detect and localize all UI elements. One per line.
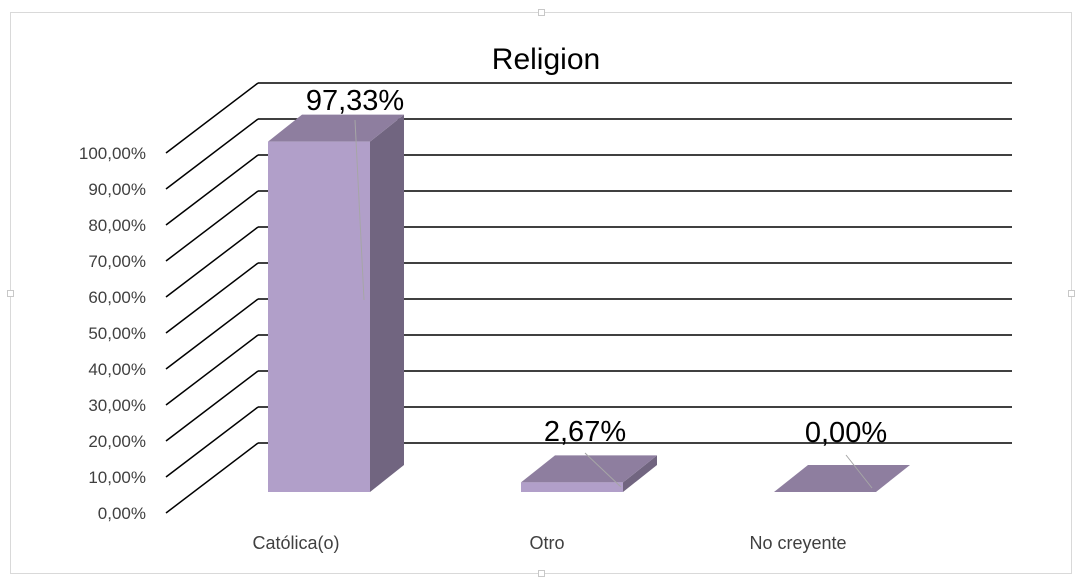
gridline-diagonal <box>166 299 258 369</box>
data-label: 0,00% <box>805 417 887 449</box>
gridline-diagonal <box>166 227 258 297</box>
bar-2 <box>521 455 657 492</box>
gridline-diagonal <box>166 155 258 225</box>
y-tick-label: 70,00% <box>88 252 146 271</box>
chart-title: Religion <box>492 43 600 76</box>
y-tick-label: 0,00% <box>98 504 146 523</box>
y-tick-label: 60,00% <box>88 288 146 307</box>
y-tick-label: 10,00% <box>88 468 146 487</box>
y-tick-label: 90,00% <box>88 180 146 199</box>
bar-1 <box>268 115 404 492</box>
x-tick-label: Otro <box>529 533 564 553</box>
y-tick-label: 80,00% <box>88 216 146 235</box>
x-axis-ticks: Católica(o) Otro No creyente <box>252 533 846 553</box>
bar-top <box>774 465 910 492</box>
y-tick-label: 40,00% <box>88 360 146 379</box>
x-tick-label: No creyente <box>749 533 846 553</box>
bar-front <box>268 142 370 492</box>
y-tick-label: 100,00% <box>79 144 146 163</box>
gridline-diagonal <box>166 263 258 333</box>
y-axis-ticks: 0,00% 10,00% 20,00% 30,00% 40,00% 50,00% 60,00… <box>79 144 146 523</box>
y-tick-label: 30,00% <box>88 396 146 415</box>
data-label: 97,33% <box>306 85 404 117</box>
gridline-diagonal <box>166 83 258 153</box>
y-tick-label: 50,00% <box>88 324 146 343</box>
data-label: 2,67% <box>544 416 626 448</box>
gridline-diagonal <box>166 119 258 189</box>
gridline-diagonal <box>166 335 258 405</box>
gridline-diagonal <box>166 443 258 513</box>
bar-side <box>370 115 404 492</box>
gridline-diagonal <box>166 407 258 477</box>
gridline-diagonal <box>166 191 258 261</box>
y-tick-label: 20,00% <box>88 432 146 451</box>
x-tick-label: Católica(o) <box>252 533 339 553</box>
gridline-diagonal <box>166 371 258 441</box>
bar-3 <box>774 465 910 492</box>
bar-front <box>521 482 623 492</box>
